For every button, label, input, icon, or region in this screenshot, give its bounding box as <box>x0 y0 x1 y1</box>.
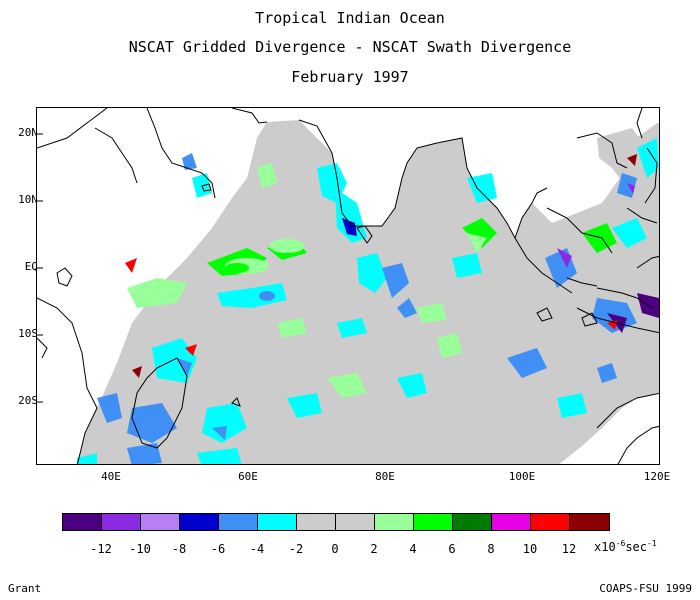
lon-label-120e: 120E <box>643 470 671 483</box>
lon-label-40e: 40E <box>101 470 121 483</box>
colorbar <box>62 513 610 531</box>
map-subtitle: NSCAT Gridded Divergence - NSCAT Swath D… <box>128 38 572 56</box>
colorbar-swatch <box>414 514 453 530</box>
colorbar-swatch <box>570 514 609 530</box>
colorbar-unit: x10-6sec-1 <box>594 539 657 554</box>
colorbar-label: 2 <box>370 542 378 556</box>
colorbar-swatch <box>102 514 141 530</box>
colorbar-swatch <box>336 514 375 530</box>
colorbar-label: 12 <box>561 542 577 556</box>
colorbar-label: 0 <box>331 542 339 556</box>
colorbar-swatch <box>492 514 531 530</box>
colorbar-swatch <box>375 514 414 530</box>
colorbar-swatch <box>258 514 297 530</box>
lat-label-10s: 10S <box>18 327 38 340</box>
lat-label-20n: 20N <box>18 126 38 139</box>
unit-prefix: x10 <box>594 540 616 554</box>
map-title: Tropical Indian Ocean <box>255 9 445 27</box>
colorbar-label: 10 <box>522 542 538 556</box>
colorbar-label: -6 <box>210 542 226 556</box>
lat-label-eq: EQ <box>24 260 38 273</box>
lat-label-10n: 10N <box>18 193 38 206</box>
unit-exponent-1: -6 <box>615 539 626 548</box>
lat-label-20s: 20S <box>18 394 38 407</box>
colorbar-swatch <box>141 514 180 530</box>
colorbar-swatch <box>453 514 492 530</box>
colorbar-label: 6 <box>448 542 456 556</box>
colorbar-swatch <box>531 514 570 530</box>
unit-mid: sec <box>625 540 648 554</box>
coastlines <box>37 108 659 464</box>
colorbar-label: -12 <box>90 542 112 556</box>
lon-label-100e: 100E <box>508 470 536 483</box>
colorbar-label: -8 <box>171 542 187 556</box>
divergence-patches <box>77 138 659 464</box>
lon-label-60e: 60E <box>238 470 258 483</box>
org-credit: COAPS-FSU 1999 <box>599 582 692 595</box>
lat-ticks <box>37 133 43 403</box>
colorbar-label: 8 <box>487 542 495 556</box>
colorbar-swatch <box>297 514 336 530</box>
divergence-map <box>37 108 659 464</box>
colorbar-swatch <box>180 514 219 530</box>
map-panel <box>36 107 660 465</box>
colorbar-swatch <box>219 514 258 530</box>
colorbar-label: 4 <box>409 542 417 556</box>
unit-exponent-2: -1 <box>647 539 657 548</box>
lon-label-80e: 80E <box>375 470 395 483</box>
colorbar-label: -4 <box>249 542 265 556</box>
colorbar-label: -2 <box>288 542 304 556</box>
colorbar-swatch <box>63 514 102 530</box>
author-credit: Grant <box>8 582 42 595</box>
map-date: February 1997 <box>291 68 409 86</box>
colorbar-label: -10 <box>129 542 151 556</box>
divergence-field <box>77 120 659 464</box>
